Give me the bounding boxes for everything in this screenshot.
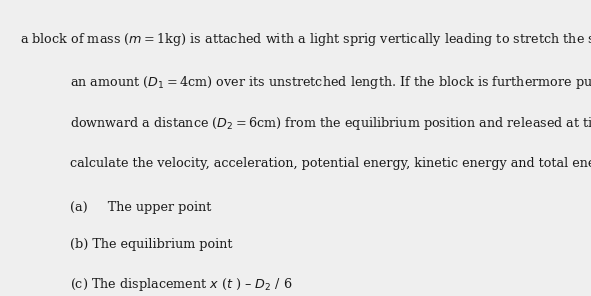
Text: downward a distance ($\mathit{D}_{\mathit{2}}\mathdefault{ =6cm}$) from the equi: downward a distance ($\mathit{D}_{\mathi… [70, 115, 591, 132]
Text: a block of mass ($\mathit{m}\mathdefault{=1kg}$) is attached with a light sprig : a block of mass ($\mathit{m}\mathdefault… [20, 31, 591, 48]
Text: calculate the velocity, acceleration, potential energy, kinetic energy and total: calculate the velocity, acceleration, po… [70, 157, 591, 170]
Text: (c) The displacement $\mathit{x}$ ($\mathit{t}$ ) – $\mathit{D}_{2}$ / 6: (c) The displacement $\mathit{x}$ ($\mat… [70, 276, 292, 293]
Text: an amount ($\mathit{D}_{\mathit{1}}\mathdefault{ =4 cm}$) over its unstretched l: an amount ($\mathit{D}_{\mathit{1}}\math… [70, 74, 591, 91]
Text: (a)     The upper point: (a) The upper point [70, 201, 211, 214]
Text: (b) The equilibrium point: (b) The equilibrium point [70, 238, 232, 251]
